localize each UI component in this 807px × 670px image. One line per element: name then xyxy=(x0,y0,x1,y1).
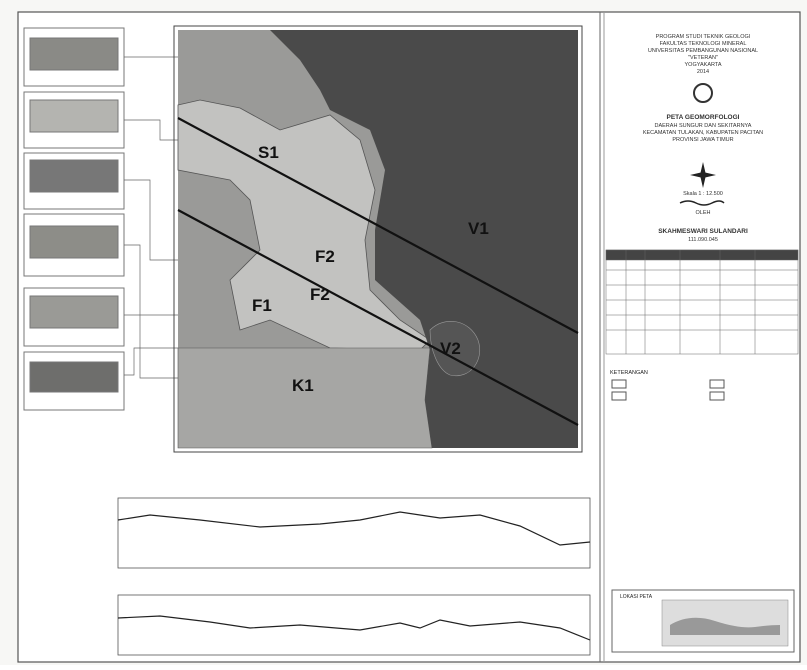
karst-region xyxy=(177,347,433,449)
locator: LOKASI PETA xyxy=(611,589,795,653)
north-arrow xyxy=(690,162,716,188)
header-text: FAKULTAS TEKNOLOGI MINERAL xyxy=(660,41,747,47)
unit-label: K1 xyxy=(292,376,314,395)
unit-label: S1 xyxy=(258,143,279,162)
author-id: 111.090.045 xyxy=(688,237,718,243)
connector xyxy=(124,244,178,379)
profile xyxy=(117,615,591,641)
table-header xyxy=(605,249,799,261)
photo-column xyxy=(23,27,125,411)
legend: KETERANGAN xyxy=(610,370,725,401)
photo xyxy=(29,37,119,71)
by-text: OLEH xyxy=(696,210,711,216)
scale-text: Skala 1 : 12.500 xyxy=(683,191,723,197)
photo xyxy=(29,225,119,259)
island-shape xyxy=(670,617,780,635)
map-title: PETA GEOMORFOLOGI xyxy=(667,114,740,121)
photo xyxy=(29,99,119,133)
connector xyxy=(124,119,178,141)
cross-sections xyxy=(117,497,591,656)
unit-table xyxy=(605,249,799,355)
locator-title: LOKASI PETA xyxy=(620,594,653,600)
header-text: UNIVERSITAS PEMBANGUNAN NASIONAL xyxy=(648,48,758,54)
section-frame xyxy=(117,594,591,656)
photo-frame xyxy=(23,351,125,411)
header-text: YOGYAKARTA xyxy=(685,62,722,68)
header-text: 2014 xyxy=(697,69,709,75)
title-block: PROGRAM STUDI TEKNIK GEOLOGI FAKULTAS TE… xyxy=(643,34,763,243)
map-border xyxy=(173,25,583,453)
scale-bar xyxy=(679,200,725,206)
locator-frame xyxy=(611,589,795,653)
map-frame: S1 V1 F2 F2 F1 K1 V2 xyxy=(173,25,583,453)
legend-swatch xyxy=(611,391,627,401)
logo xyxy=(693,83,713,103)
unit-label: F1 xyxy=(252,296,272,315)
map-subtitle: KECAMATAN TULAKAN, KABUPATEN PACITAN xyxy=(643,130,763,136)
unit-label: V1 xyxy=(468,219,489,238)
section-frame xyxy=(117,497,591,569)
header-text: "VETERAN" xyxy=(688,55,718,61)
photo-frame xyxy=(23,287,125,347)
unit-label: V2 xyxy=(440,339,461,358)
photo xyxy=(29,361,119,393)
author-name: SKAHMESWARI SULANDARI xyxy=(658,228,748,235)
section-line xyxy=(177,209,579,426)
photo-frame xyxy=(23,152,125,210)
v2-region xyxy=(429,321,480,377)
profile xyxy=(117,511,591,546)
connector xyxy=(124,347,178,376)
unit-label: F2 xyxy=(310,285,330,304)
photo xyxy=(29,159,119,193)
unit-label: F2 xyxy=(315,247,335,266)
legend-swatch xyxy=(709,379,725,389)
legend-swatch xyxy=(709,391,725,401)
section-line xyxy=(177,117,579,334)
legend-title: KETERANGAN xyxy=(610,370,648,376)
map-subtitle: DAERAH SUNGUR DAN SEKITARNYA xyxy=(655,123,752,129)
photo xyxy=(29,295,119,329)
legend-swatch xyxy=(611,379,627,389)
volcanic-region xyxy=(270,30,578,448)
header-text: PROGRAM STUDI TEKNIK GEOLOGI xyxy=(656,34,751,40)
map-subtitle: PROVINSI JAWA TIMUR xyxy=(672,137,733,143)
